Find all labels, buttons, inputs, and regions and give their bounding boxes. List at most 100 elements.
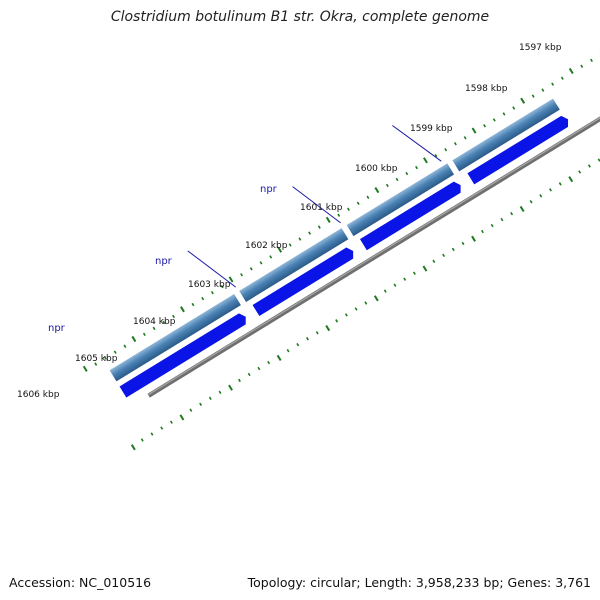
gene-arrow[interactable] (252, 245, 357, 317)
minor-tick (578, 170, 582, 174)
outer-scale-ticks (82, 52, 600, 372)
minor-tick (551, 82, 555, 86)
minor-tick (580, 64, 584, 68)
gene-block[interactable] (109, 293, 241, 382)
npr-leader-line (187, 250, 237, 288)
major-tick (519, 205, 525, 213)
minor-tick (366, 195, 370, 200)
minor-tick (385, 183, 389, 188)
minor-tick (172, 314, 175, 319)
minor-tick (393, 283, 397, 287)
minor-tick (240, 273, 244, 277)
major-tick (130, 444, 136, 451)
major-tick (180, 306, 185, 313)
minor-tick (123, 344, 127, 348)
minor-tick (541, 88, 545, 92)
major-tick (131, 335, 137, 343)
major-tick (374, 187, 380, 194)
minor-tick (335, 319, 339, 323)
minor-tick (395, 177, 399, 182)
inner-gene-track (119, 114, 571, 398)
minor-tick (208, 396, 212, 401)
minor-tick (432, 259, 436, 264)
major-tick (277, 246, 283, 253)
scale-label: 1601 kbp (300, 203, 343, 213)
minor-tick (306, 337, 309, 341)
gene-arrow[interactable] (467, 114, 571, 185)
gene-label-npr: npr (260, 184, 278, 195)
minor-tick (383, 289, 387, 293)
minor-tick (218, 390, 222, 395)
gene-arrow[interactable] (119, 311, 250, 398)
major-tick (228, 276, 234, 283)
minor-tick (269, 255, 273, 259)
minor-tick (298, 237, 302, 241)
minor-tick (201, 296, 205, 301)
major-tick (422, 265, 428, 272)
minor-tick (587, 164, 591, 168)
minor-tick (590, 58, 593, 63)
minor-tick (549, 188, 552, 192)
minor-tick (403, 277, 407, 281)
accession-text: Accession: NC_010516 (9, 575, 152, 590)
minor-tick (199, 402, 203, 406)
minor-tick (296, 343, 300, 347)
minor-tick (354, 307, 358, 311)
minor-tick (315, 331, 319, 335)
gene-arrow[interactable] (359, 180, 464, 251)
minor-tick (531, 94, 535, 98)
minor-tick (347, 207, 350, 211)
major-tick (520, 97, 526, 104)
minor-tick (104, 356, 107, 360)
major-tick (228, 384, 233, 391)
minor-tick (502, 112, 506, 116)
major-tick (276, 354, 282, 361)
genome-summary-text: Topology: circular; Length: 3,958,233 bp… (247, 575, 591, 590)
gene-label-npr: npr (155, 256, 173, 267)
gene-block[interactable] (452, 98, 560, 172)
major-tick (471, 127, 477, 134)
genome-backbone (147, 0, 600, 398)
gene-label-npr: npr (48, 323, 66, 334)
major-tick (179, 414, 185, 421)
minor-tick (364, 301, 368, 305)
minor-tick (492, 118, 496, 122)
scale-label: 1599 kbp (410, 124, 453, 134)
scale-label: 1604 kbp (133, 317, 176, 327)
minor-tick (317, 225, 321, 229)
gene-block[interactable] (346, 163, 455, 237)
scale-label: 1603 kbp (188, 280, 231, 290)
minor-tick (453, 142, 457, 146)
minor-tick (189, 408, 193, 412)
minor-tick (249, 267, 253, 271)
minor-tick (444, 147, 448, 152)
minor-tick (500, 217, 504, 222)
minor-tick (434, 153, 438, 158)
minor-tick (150, 432, 154, 436)
minor-tick (510, 211, 514, 216)
minor-tick (558, 182, 562, 186)
minor-tick (356, 201, 360, 205)
minor-tick (481, 229, 484, 234)
minor-tick (142, 332, 146, 337)
minor-tick (415, 165, 418, 170)
genome-backbone-highlight (147, 0, 600, 396)
minor-tick (140, 438, 144, 442)
minor-tick (560, 76, 564, 80)
gene-block[interactable] (239, 228, 349, 302)
minor-tick (286, 348, 290, 353)
minor-tick (490, 223, 494, 228)
minor-tick (529, 200, 533, 204)
minor-tick (152, 326, 156, 331)
minor-tick (94, 362, 98, 366)
minor-tick (160, 426, 164, 430)
minor-tick (308, 231, 312, 235)
minor-tick (247, 372, 251, 377)
npr-leader-line (292, 186, 341, 224)
minor-tick (405, 171, 409, 176)
minor-tick (288, 243, 292, 247)
minor-tick (162, 320, 166, 325)
major-tick (568, 176, 574, 183)
